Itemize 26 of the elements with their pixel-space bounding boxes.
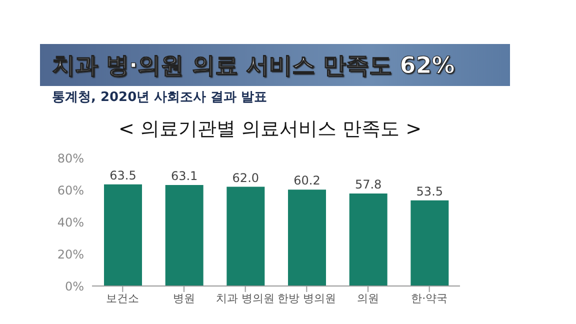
x-tick-label: 의원 — [357, 292, 379, 305]
x-tick-label: 한·약국 — [411, 292, 448, 305]
data-label: 53.5 — [416, 184, 444, 198]
y-tick-label: 0% — [64, 279, 84, 294]
bar — [226, 186, 265, 286]
data-label: 63.1 — [170, 169, 198, 184]
y-tick-label: 60% — [57, 183, 84, 198]
data-label: 60.2 — [294, 174, 320, 188]
text: < 의료기관별 의료서비스 만족도 > — [118, 117, 422, 142]
y-tick-label: 20% — [57, 247, 84, 262]
data-label: 63.5 — [110, 168, 136, 182]
chart-subtitle: 통계청, 2020년 사회조사 결과 발표 — [52, 89, 268, 106]
y-tick-label: 80% — [57, 151, 84, 166]
chart-title: 치과 병·의원 의료 서비스 만족도 62% — [52, 52, 455, 81]
data-label: 57.8 — [354, 178, 382, 192]
bar — [349, 194, 388, 286]
bar — [165, 185, 204, 286]
bar — [104, 184, 142, 286]
bar — [288, 190, 326, 286]
x-tick-label: 치과 병의원 — [216, 292, 275, 305]
x-tick-label: 병원 — [173, 292, 195, 305]
x-tick-label: 보건소 — [106, 292, 140, 305]
data-label: 62.0 — [232, 170, 260, 185]
bar — [410, 200, 449, 286]
y-tick-label: 40% — [57, 215, 84, 230]
x-tick-label: 한방 병의원 — [277, 292, 336, 305]
